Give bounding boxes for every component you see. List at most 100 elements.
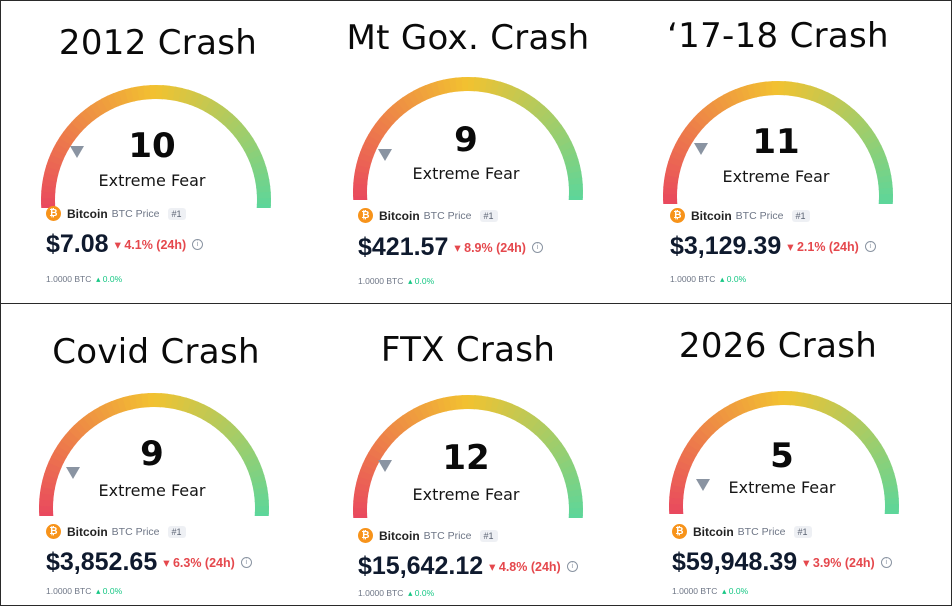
fear-greed-gauge <box>353 77 583 200</box>
down-triangle-icon: ▾ <box>803 556 813 570</box>
coin-name: Bitcoin <box>379 528 420 543</box>
up-triangle-icon: ▴ <box>405 276 413 286</box>
coin-name: Bitcoin <box>67 206 108 221</box>
bitcoin-icon: ₿ <box>358 208 373 223</box>
btc-price: $7.08 <box>46 230 109 258</box>
fear-greed-gauge <box>669 391 899 514</box>
btc-amount: 1.0000 BTC <box>672 586 718 596</box>
btc-conversion: 1.0000 BTC ▴ 0.0% <box>358 588 434 599</box>
fear-greed-gauge <box>663 81 893 204</box>
price-change: 8.9% (24h) <box>464 240 526 255</box>
price-row: $59,948.39 ▾ 3.9% (24h) i <box>672 548 892 577</box>
btc-conversion: 1.0000 BTC ▴ 0.0% <box>46 274 122 285</box>
btc-conversion: 1.0000 BTC ▴ 0.0% <box>358 276 434 287</box>
bitcoin-icon: ₿ <box>46 206 61 221</box>
bitcoin-icon: ₿ <box>672 524 687 539</box>
up-triangle-icon: ▴ <box>717 274 725 284</box>
panel-title: 2012 Crash <box>58 23 258 63</box>
btc-conversion: 1.0000 BTC ▴ 0.0% <box>46 586 122 597</box>
price-change: 2.1% (24h) <box>796 239 859 254</box>
crash-panel: Mt Gox. Crash 9 Extreme Fear ₿ Bitcoin B… <box>318 8 618 298</box>
btc-amount: 1.0000 BTC <box>46 274 92 284</box>
coin-name: Bitcoin <box>67 524 108 539</box>
panel-title: 2026 Crash <box>678 326 878 366</box>
bitcoin-icon: ₿ <box>670 208 685 223</box>
gauge-arc-segment <box>878 199 893 204</box>
down-triangle-icon: ▾ <box>787 240 797 254</box>
down-triangle-icon: ▾ <box>454 241 465 255</box>
btc-amount: 1.0000 BTC <box>358 276 404 286</box>
up-triangle-icon: ▴ <box>93 586 101 596</box>
btc-price: $3,129.39 <box>670 232 782 260</box>
btc-change: 0.0% <box>728 586 749 596</box>
price-change: 4.8% (24h) <box>498 559 561 574</box>
crash-panel: 2026 Crash 5 Extreme Fear ₿ Bitcoin BTC … <box>628 312 928 602</box>
rank-badge: #1 <box>479 529 498 542</box>
coin-row: ₿ Bitcoin BTC Price #1 <box>358 208 498 223</box>
info-icon[interactable]: i <box>864 241 876 252</box>
bitcoin-icon: ₿ <box>46 524 61 539</box>
coin-row: ₿ Bitcoin BTC Price #1 <box>46 524 186 539</box>
fear-greed-gauge <box>39 393 269 516</box>
gauge-pointer-icon <box>378 460 392 472</box>
btc-price: $421.57 <box>358 233 449 261</box>
crash-panel: FTX Crash 12 Extreme Fear ₿ Bitcoin BTC … <box>318 312 618 602</box>
coin-row: ₿ Bitcoin BTC Price #1 <box>672 524 812 539</box>
info-icon[interactable]: i <box>192 239 204 250</box>
btc-change: 0.0% <box>414 276 435 286</box>
info-icon[interactable]: i <box>566 561 578 572</box>
btc-change: 0.0% <box>102 586 123 596</box>
rank-badge: #1 <box>479 209 498 222</box>
btc-price: $15,642.12 <box>358 552 484 580</box>
btc-amount: 1.0000 BTC <box>670 274 716 284</box>
panel-title: Covid Crash <box>52 332 260 372</box>
coin-subtitle: BTC Price <box>737 525 786 538</box>
rank-badge: #1 <box>167 525 186 538</box>
crash-panel: 2012 Crash 10 Extreme Fear ₿ Bitcoin BTC… <box>8 8 308 298</box>
index-label: Extreme Fear <box>98 481 206 500</box>
index-value: 9 <box>454 120 478 160</box>
bitcoin-icon: ₿ <box>358 528 373 543</box>
down-triangle-icon: ▾ <box>114 238 125 252</box>
rank-badge: #1 <box>791 209 810 222</box>
btc-change: 0.0% <box>414 588 435 598</box>
panel-title: ‘17-18 Crash <box>667 16 889 56</box>
gauge-pointer-icon <box>70 146 84 158</box>
panel-title: FTX Crash <box>380 330 556 370</box>
up-triangle-icon: ▴ <box>719 586 727 596</box>
fear-greed-gauge <box>41 85 271 208</box>
coin-subtitle: BTC Price <box>111 207 160 220</box>
info-icon[interactable]: i <box>240 557 252 568</box>
up-triangle-icon: ▴ <box>93 274 101 284</box>
gauge-pointer-icon <box>694 143 708 155</box>
coin-name: Bitcoin <box>379 208 420 223</box>
info-icon[interactable]: i <box>880 557 892 568</box>
btc-change: 0.0% <box>102 274 123 284</box>
crash-panel: ‘17-18 Crash 11 Extreme Fear ₿ Bitcoin B… <box>628 8 928 298</box>
coin-subtitle: BTC Price <box>423 209 472 222</box>
btc-amount: 1.0000 BTC <box>46 586 92 596</box>
coin-subtitle: BTC Price <box>735 209 784 222</box>
index-label: Extreme Fear <box>412 485 520 504</box>
index-label: Extreme Fear <box>728 478 836 497</box>
rank-badge: #1 <box>793 525 812 538</box>
price-row: $3,129.39 ▾ 2.1% (24h) i <box>670 232 876 261</box>
coin-name: Bitcoin <box>693 524 734 539</box>
index-value: 5 <box>770 436 794 476</box>
gauge-pointer-icon <box>378 149 392 161</box>
price-change: 6.3% (24h) <box>172 555 235 570</box>
coin-subtitle: BTC Price <box>111 525 160 538</box>
info-icon[interactable]: i <box>531 242 543 253</box>
gauge-arc-segment <box>254 511 269 516</box>
index-value: 10 <box>128 126 176 166</box>
gauge-pointer-icon <box>696 479 710 491</box>
coin-row: ₿ Bitcoin BTC Price #1 <box>358 528 498 543</box>
btc-conversion: 1.0000 BTC ▴ 0.0% <box>672 586 748 597</box>
gauge-arc-segment <box>884 509 899 514</box>
fear-greed-gauge <box>353 395 583 518</box>
btc-conversion: 1.0000 BTC ▴ 0.0% <box>670 274 746 285</box>
price-row: $421.57 ▾ 8.9% (24h) i <box>358 233 543 262</box>
index-value: 9 <box>140 434 164 474</box>
price-row: $3,852.65 ▾ 6.3% (24h) i <box>46 548 252 577</box>
down-triangle-icon: ▾ <box>489 560 499 574</box>
